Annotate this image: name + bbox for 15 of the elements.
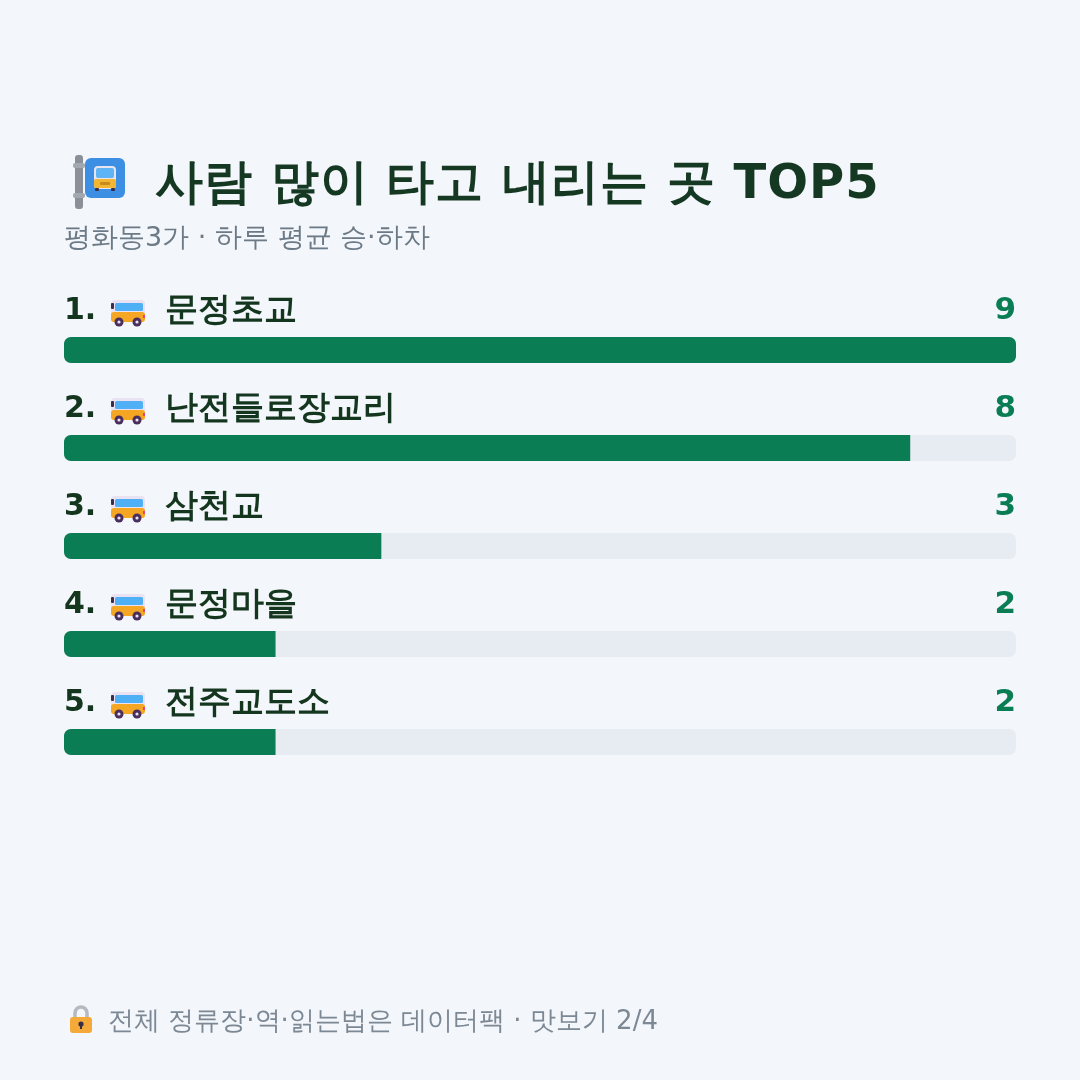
- chart-title: 사람 많이 타고 내리는 곳 TOP5: [155, 152, 880, 211]
- data-label: 2: [994, 584, 1016, 620]
- category-label: 3. 삼천교: [64, 485, 264, 524]
- data-label: 9: [994, 290, 1016, 326]
- category-label: 2. 난전들로장교리: [64, 387, 396, 426]
- data-label: 3: [994, 486, 1016, 522]
- data-label: 2: [994, 682, 1016, 718]
- text: 전체 정류장·역·읽는법은 데이터팩 · 맛보기 2/4: [108, 1004, 658, 1037]
- bar: [64, 729, 276, 755]
- data-label: 8: [994, 388, 1016, 424]
- category-label: 1. 문정초교: [64, 289, 297, 328]
- category-label: 4. 문정마을: [64, 583, 297, 622]
- bar: [64, 631, 276, 657]
- chart-subtitle: 평화동3가 · 하루 평균 승·하차: [64, 220, 430, 254]
- category-label: 5. 전주교도소: [64, 681, 330, 720]
